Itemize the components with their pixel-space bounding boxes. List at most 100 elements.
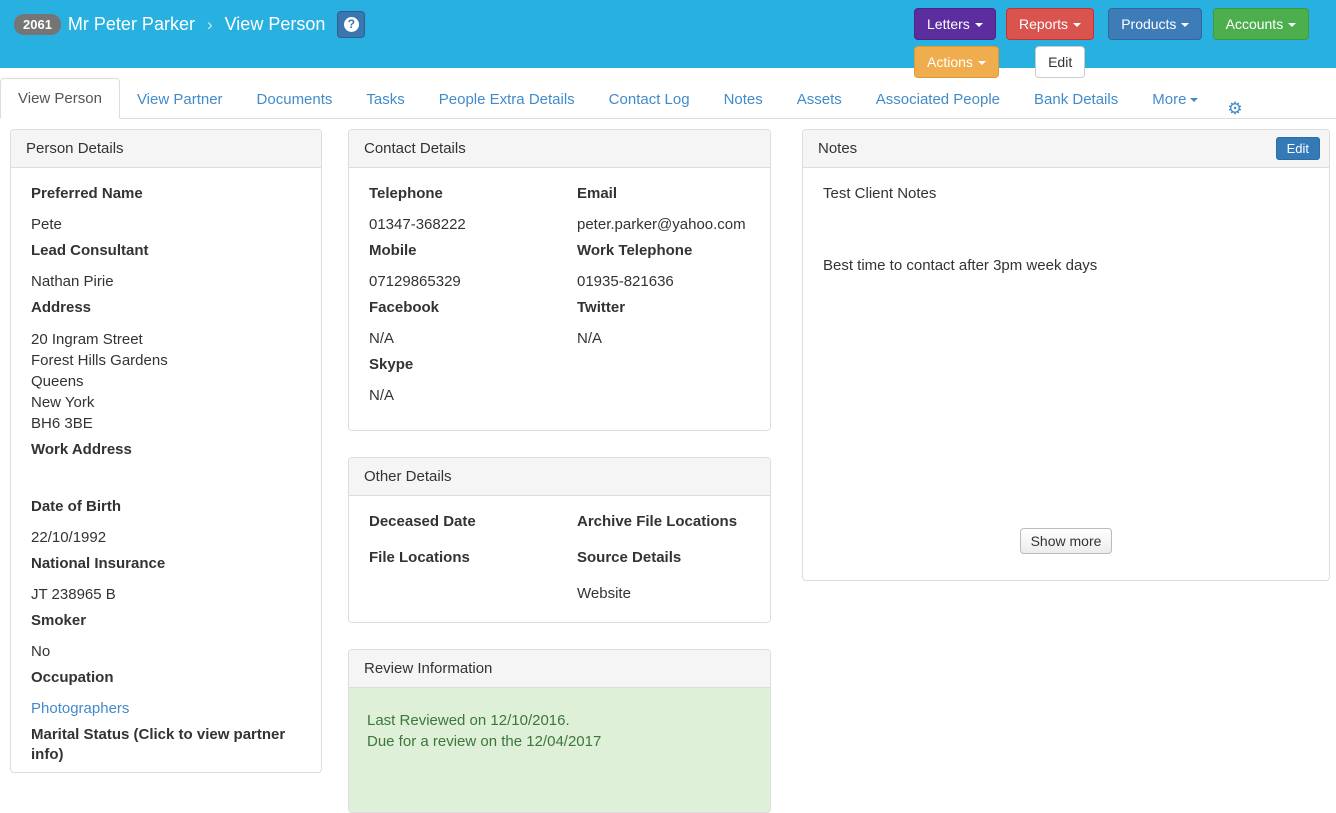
review-information-alert: Last Reviewed on 12/10/2016. Due for a r…: [349, 688, 770, 812]
actions-dropdown-button[interactable]: Actions: [914, 46, 999, 78]
address-line: Queens: [31, 373, 84, 390]
contact-details-col-left: Telephone 01347-368222 Mobile 0712986532…: [369, 184, 577, 412]
field-label: Work Address: [31, 441, 132, 458]
field-label: Address: [31, 299, 92, 316]
field-value: 22/10/1992: [31, 529, 107, 546]
column-left: Person Details Preferred Name Pete Lead …: [10, 129, 322, 773]
occupation-link[interactable]: Photographers: [31, 700, 130, 717]
field-label: Skype: [369, 356, 414, 373]
field-value: Website: [577, 585, 631, 602]
notes-heading: Notes Edit: [803, 130, 1329, 168]
tab-tasks[interactable]: Tasks: [366, 91, 405, 108]
tab-view-partner[interactable]: View Partner: [136, 91, 223, 108]
breadcrumb-page-title: View Person: [224, 14, 326, 34]
person-details-body: Preferred Name Pete Lead Consultant Nath…: [11, 168, 321, 772]
caret-down-icon: [1181, 23, 1190, 28]
settings-gear-icon[interactable]: ⚙: [1227, 99, 1243, 118]
main-content: Person Details Preferred Name Pete Lead …: [0, 119, 1336, 813]
field-value: Nathan Pirie: [31, 273, 114, 290]
question-icon: ?: [343, 17, 359, 32]
column-middle: Contact Details Telephone 01347-368222 M…: [348, 129, 771, 813]
address-line: BH6 3BE: [31, 415, 93, 432]
field-value: 01935-821636: [577, 273, 674, 290]
notes-body: Test Client Notes Best time to contact a…: [803, 168, 1329, 580]
field-value: JT 238965 B: [31, 586, 116, 603]
field-label: Archive File Locations: [577, 513, 738, 530]
caret-down-icon: [1288, 23, 1297, 28]
notes-text: Best time to contact after 3pm week days: [823, 257, 1098, 274]
field-label: File Locations: [369, 549, 470, 566]
field-value: Pete: [31, 216, 62, 233]
field-label: Smoker: [31, 612, 87, 629]
reports-dropdown-button[interactable]: Reports: [1005, 8, 1095, 40]
person-details-panel: Person Details Preferred Name Pete Lead …: [10, 129, 322, 773]
notes-panel: Notes Edit Test Client Notes Best time t…: [802, 129, 1330, 581]
show-more-container: Show more: [1019, 528, 1113, 564]
marital-status-label[interactable]: Marital Status (Click to view partner in…: [31, 726, 286, 763]
address-line: New York: [31, 394, 95, 411]
header-actions: Letters Reports Products Accounts Action…: [914, 8, 1310, 84]
contact-details-col-right: Email peter.parker@yahoo.com Work Teleph…: [577, 184, 750, 412]
field-value: No: [31, 643, 51, 660]
other-details-body: Deceased Date File Locations Archive Fil…: [349, 496, 770, 622]
field-label: Telephone: [369, 185, 443, 202]
review-line: Last Reviewed on 12/10/2016.: [367, 712, 570, 729]
caret-down-icon: [1073, 23, 1082, 28]
contact-details-heading: Contact Details: [349, 130, 770, 168]
field-label: Source Details: [577, 549, 682, 566]
other-details-col-right: Archive File Locations Source Details We…: [577, 512, 750, 610]
field-value: N/A: [369, 330, 395, 347]
products-dropdown-button[interactable]: Products: [1108, 8, 1203, 40]
field-value: 07129865329: [369, 273, 461, 290]
field-value: N/A: [577, 330, 603, 347]
other-details-panel: Other Details Deceased Date File Locatio…: [348, 457, 771, 623]
help-button[interactable]: ?: [337, 11, 366, 38]
field-label: National Insurance: [31, 555, 166, 572]
field-label: Email: [577, 185, 618, 202]
breadcrumb-separator: ›: [206, 14, 213, 34]
notes-text: Test Client Notes: [823, 185, 937, 202]
edit-person-button[interactable]: Edit: [1035, 46, 1086, 78]
other-details-col-left: Deceased Date File Locations: [369, 512, 577, 610]
tab-assets[interactable]: Assets: [796, 91, 842, 108]
tab-bank-details[interactable]: Bank Details: [1034, 91, 1119, 108]
accounts-dropdown-button[interactable]: Accounts: [1212, 8, 1310, 40]
field-label: Work Telephone: [577, 242, 693, 259]
breadcrumb-client-name[interactable]: Mr Peter Parker: [67, 14, 195, 34]
field-label: Twitter: [577, 299, 626, 316]
client-id-badge: 2061: [14, 14, 61, 35]
field-value: 01347-368222: [369, 216, 466, 233]
field-label: Preferred Name: [31, 185, 143, 202]
tab-associated-people[interactable]: Associated People: [875, 91, 1001, 108]
app-header: 2061 Mr Peter Parker › View Person ? Let…: [0, 0, 1336, 78]
tab-documents[interactable]: Documents: [256, 91, 333, 108]
caret-down-icon: [974, 23, 983, 28]
tab-contact-log[interactable]: Contact Log: [608, 91, 690, 108]
address-line: Forest Hills Gardens: [31, 352, 168, 369]
review-line: Due for a review on the 12/04/2017: [367, 733, 602, 750]
letters-dropdown-button[interactable]: Letters: [914, 8, 996, 40]
tab-bar: View Person View Partner Documents Tasks…: [0, 78, 1336, 119]
field-label: Lead Consultant: [31, 242, 149, 259]
tab-view-person[interactable]: View Person: [0, 78, 120, 119]
caret-down-icon: [1190, 98, 1199, 103]
tab-people-extra-details[interactable]: People Extra Details: [438, 91, 575, 108]
field-value-empty: [31, 471, 301, 491]
tab-notes[interactable]: Notes: [723, 91, 763, 108]
field-label: Occupation: [31, 669, 114, 686]
header-actions-row-2: Actions Edit: [914, 46, 1309, 78]
field-label: Deceased Date: [369, 513, 476, 530]
tab-settings-gear[interactable]: ⚙: [1215, 99, 1254, 119]
review-information-heading: Review Information: [349, 650, 770, 688]
field-label: Mobile: [369, 242, 417, 259]
header-actions-row-1: Letters Reports Products Accounts: [914, 8, 1310, 40]
field-value: N/A: [369, 387, 395, 404]
person-details-heading: Person Details: [11, 130, 321, 168]
edit-notes-button[interactable]: Edit: [1275, 137, 1320, 160]
tab-more[interactable]: More: [1135, 80, 1215, 119]
show-more-button[interactable]: Show more: [1019, 528, 1113, 554]
contact-details-panel: Contact Details Telephone 01347-368222 M…: [348, 129, 771, 431]
field-value: peter.parker@yahoo.com: [577, 216, 746, 233]
field-label: Facebook: [369, 299, 440, 316]
address-value: 20 Ingram Street Forest Hills Gardens Qu…: [31, 329, 301, 434]
